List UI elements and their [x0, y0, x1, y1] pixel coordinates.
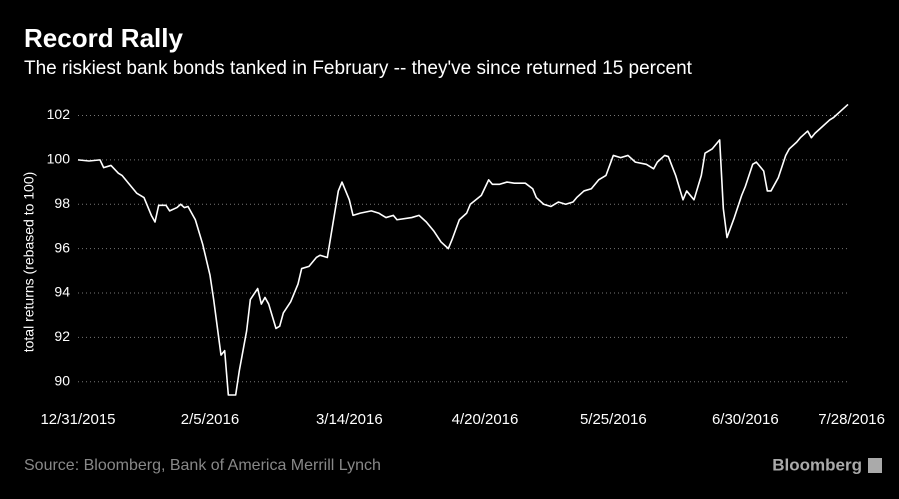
line — [77, 103, 849, 396]
y-tick-label: 96 — [54, 239, 70, 255]
source: Source: Bloomberg, Bank of America Merri… — [24, 457, 381, 474]
y-tick-label: 94 — [54, 284, 70, 300]
x-tick-label: 4/20/2016 — [452, 411, 519, 428]
x-tick-label: 12/31/2015 — [40, 411, 115, 428]
chart-title: Record Rally — [24, 23, 183, 53]
x-tick-label: 5/25/2016 — [580, 411, 647, 428]
y-tick-label: 92 — [54, 328, 70, 344]
x-tick-label: 7/28/2016 — [818, 411, 885, 428]
y-tick-label: 98 — [54, 195, 70, 211]
y-tick-label: 100 — [47, 151, 71, 167]
brand: Bloomberg — [772, 455, 862, 474]
y-axis-label: total returns (rebased to 100) — [21, 172, 37, 353]
x-tick-label: 2/5/2016 — [181, 411, 239, 428]
chart-subtitle: The riskiest bank bonds tanked in Februa… — [24, 58, 693, 79]
x-tick-label: 6/30/2016 — [712, 411, 779, 428]
y-tick-label: 102 — [47, 106, 71, 122]
y-tick-label: 90 — [54, 372, 70, 388]
x-tick-label: 3/14/2016 — [316, 411, 383, 428]
brand-icon — [868, 458, 882, 473]
